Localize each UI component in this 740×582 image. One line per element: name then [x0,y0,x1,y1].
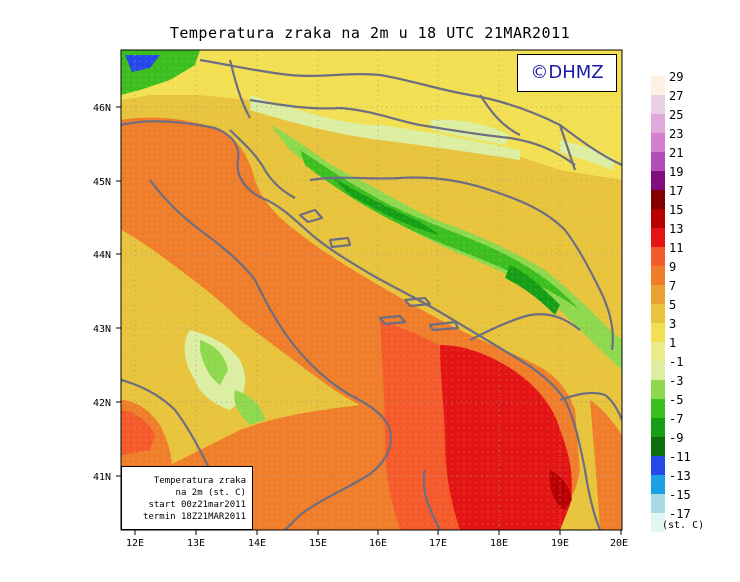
colorbar-label: -5 [669,393,683,407]
lon-label: 12E [126,538,144,549]
colorbar-swatch [651,513,665,532]
colorbar-swatch [651,399,665,418]
info-line-unit: na 2m (st. C) [175,488,246,498]
colorbar-label: 23 [669,127,683,141]
lon-label: 15E [309,538,327,549]
colorbar-label: -15 [669,488,691,502]
colorbar-label: -9 [669,431,683,445]
colorbar-label: -17 [669,507,691,521]
colorbar-swatch [651,285,665,304]
colorbar-swatch [651,323,665,342]
colorbar-label: -3 [669,374,683,388]
coastlines [121,58,622,530]
colorbar-swatch [651,456,665,475]
colorbar-swatch [651,418,665,437]
colorbar-swatch [651,209,665,228]
colorbar-swatch [651,171,665,190]
latitude-axis: 46N 45N 44N 43N 42N 41N [93,103,121,483]
colorbar-swatch [651,76,665,95]
colorbar-label: 5 [669,298,676,312]
lon-label: 14E [248,538,266,549]
lat-label: 42N [93,398,111,409]
temperature-field [121,50,622,530]
colorbar-label: 13 [669,222,683,236]
longitude-axis: 12E 13E 14E 15E 16E 17E 18E 19E 20E [126,530,628,549]
lon-label: 17E [429,538,447,549]
colorbar-swatch [651,228,665,247]
colorbar-label: 17 [669,184,683,198]
colorbar-label: 25 [669,108,683,122]
dhmz-copyright-badge: ©DHMZ [517,54,617,92]
colorbar-swatch [651,342,665,361]
lat-label: 45N [93,177,111,188]
colorbar-swatch [651,475,665,494]
map-frame [120,49,623,531]
lat-label: 43N [93,324,111,335]
info-line-termin: termin 18Z21MAR2011 [143,512,246,522]
map-title: Temperatura zraka na 2m u 18 UTC 21MAR20… [169,24,571,42]
colorbar-swatch [651,247,665,266]
colorbar-label: -7 [669,412,683,426]
colorbar-swatch [651,114,665,133]
lat-label: 41N [93,472,111,483]
colorbar-label: -11 [669,450,691,464]
colorbar-swatch [651,304,665,323]
lon-label: 18E [490,538,508,549]
graticule [121,50,622,530]
lon-label: 16E [369,538,387,549]
lat-label: 46N [93,103,111,114]
colorbar-swatch [651,380,665,399]
colorbar-label: 19 [669,165,683,179]
colorbar: 29 27 25 23 21 19 17 15 13 11 9 7 5 3 1 -1 -3 -5 -7 -9 -11 -1… [651,70,691,532]
colorbar-swatch [651,152,665,171]
colorbar-label: 1 [669,336,676,350]
info-line-variable: Temperatura zraka [153,476,246,486]
colorbar-label: 21 [669,146,683,160]
colorbar-label: 29 [669,70,683,84]
colorbar-swatch [651,190,665,209]
lon-label: 19E [551,538,569,549]
colorbar-label: 7 [669,279,676,293]
info-legend-box: Temperatura zraka na 2m (st. C) start 00… [121,466,253,530]
lon-label: 13E [187,538,205,549]
colorbar-unit-label: (st. C) [662,520,704,531]
colorbar-label: 9 [669,260,676,274]
colorbar-label: 3 [669,317,676,331]
colorbar-label: -1 [669,355,683,369]
colorbar-swatch [651,494,665,513]
colorbar-label: 11 [669,241,683,255]
colorbar-label: 15 [669,203,683,217]
colorbar-label: -13 [669,469,691,483]
lon-label: 20E [610,538,628,549]
colorbar-swatch [651,437,665,456]
colorbar-swatch [651,95,665,114]
colorbar-swatch [651,133,665,152]
colorbar-swatch [651,266,665,285]
lat-label: 44N [93,250,111,261]
colorbar-label: 27 [669,89,683,103]
info-line-start: start 00z21mar2011 [148,500,246,510]
colorbar-swatch [651,361,665,380]
